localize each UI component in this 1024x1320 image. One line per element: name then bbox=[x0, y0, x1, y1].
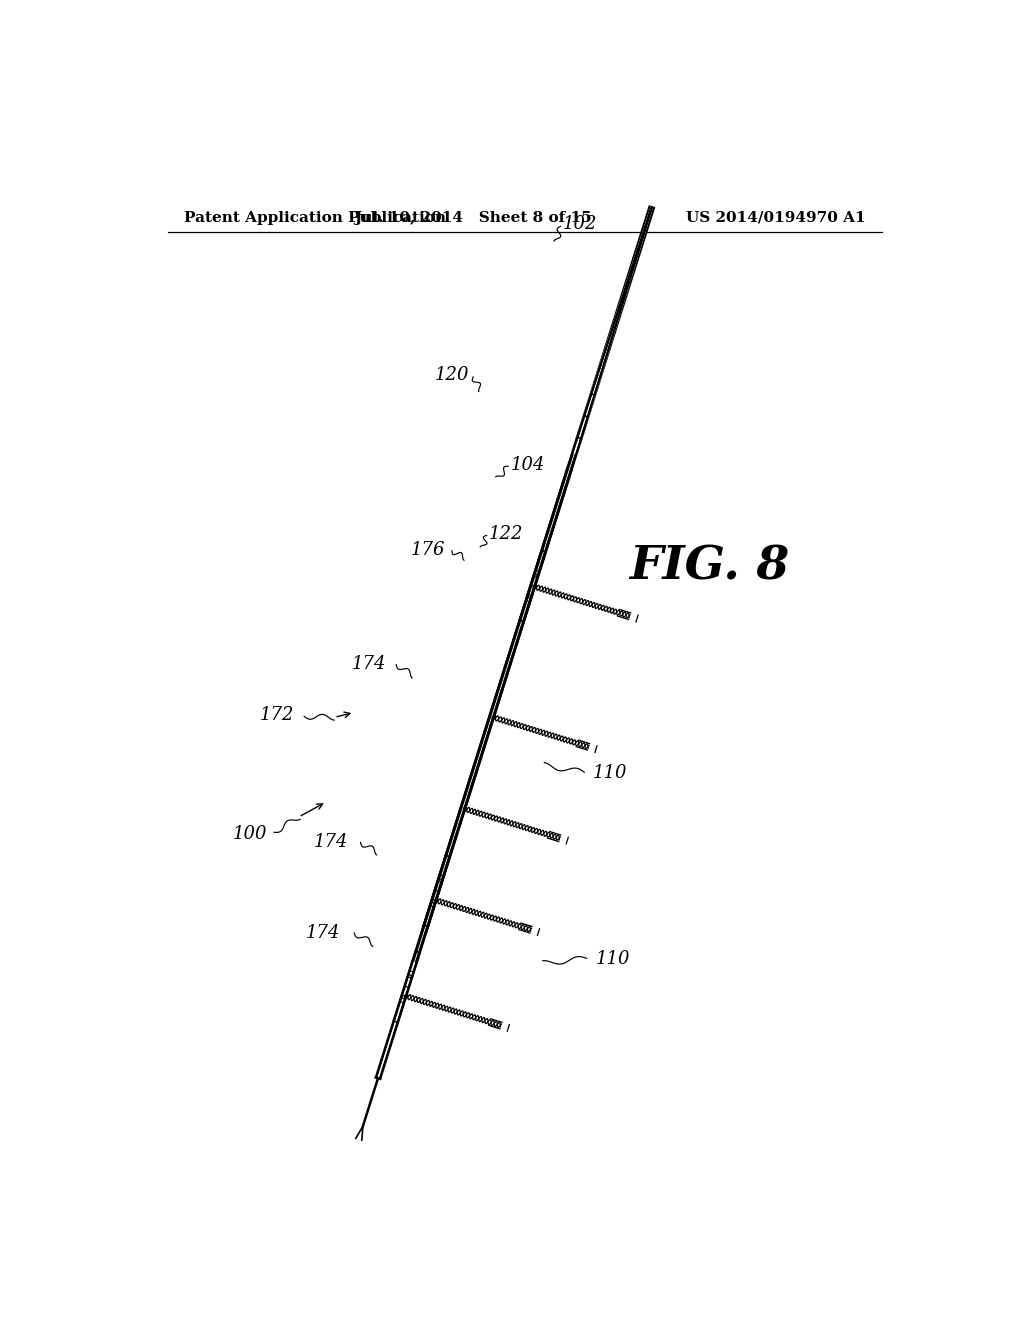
Text: 104: 104 bbox=[511, 457, 545, 474]
Text: 174: 174 bbox=[314, 833, 348, 851]
Text: FIG. 8: FIG. 8 bbox=[629, 544, 790, 590]
Text: Patent Application Publication: Patent Application Publication bbox=[183, 211, 445, 224]
Text: 120: 120 bbox=[435, 366, 469, 384]
Text: 176: 176 bbox=[411, 541, 445, 558]
Text: 110: 110 bbox=[592, 764, 627, 783]
Text: 110: 110 bbox=[596, 950, 631, 969]
Text: 122: 122 bbox=[489, 525, 523, 544]
Text: 100: 100 bbox=[232, 825, 267, 843]
Text: Jul. 10, 2014   Sheet 8 of 15: Jul. 10, 2014 Sheet 8 of 15 bbox=[354, 211, 592, 224]
Text: US 2014/0194970 A1: US 2014/0194970 A1 bbox=[686, 211, 866, 224]
Text: 172: 172 bbox=[260, 706, 295, 725]
Text: 174: 174 bbox=[306, 924, 341, 942]
Text: 102: 102 bbox=[563, 215, 597, 234]
Text: 174: 174 bbox=[351, 655, 386, 673]
